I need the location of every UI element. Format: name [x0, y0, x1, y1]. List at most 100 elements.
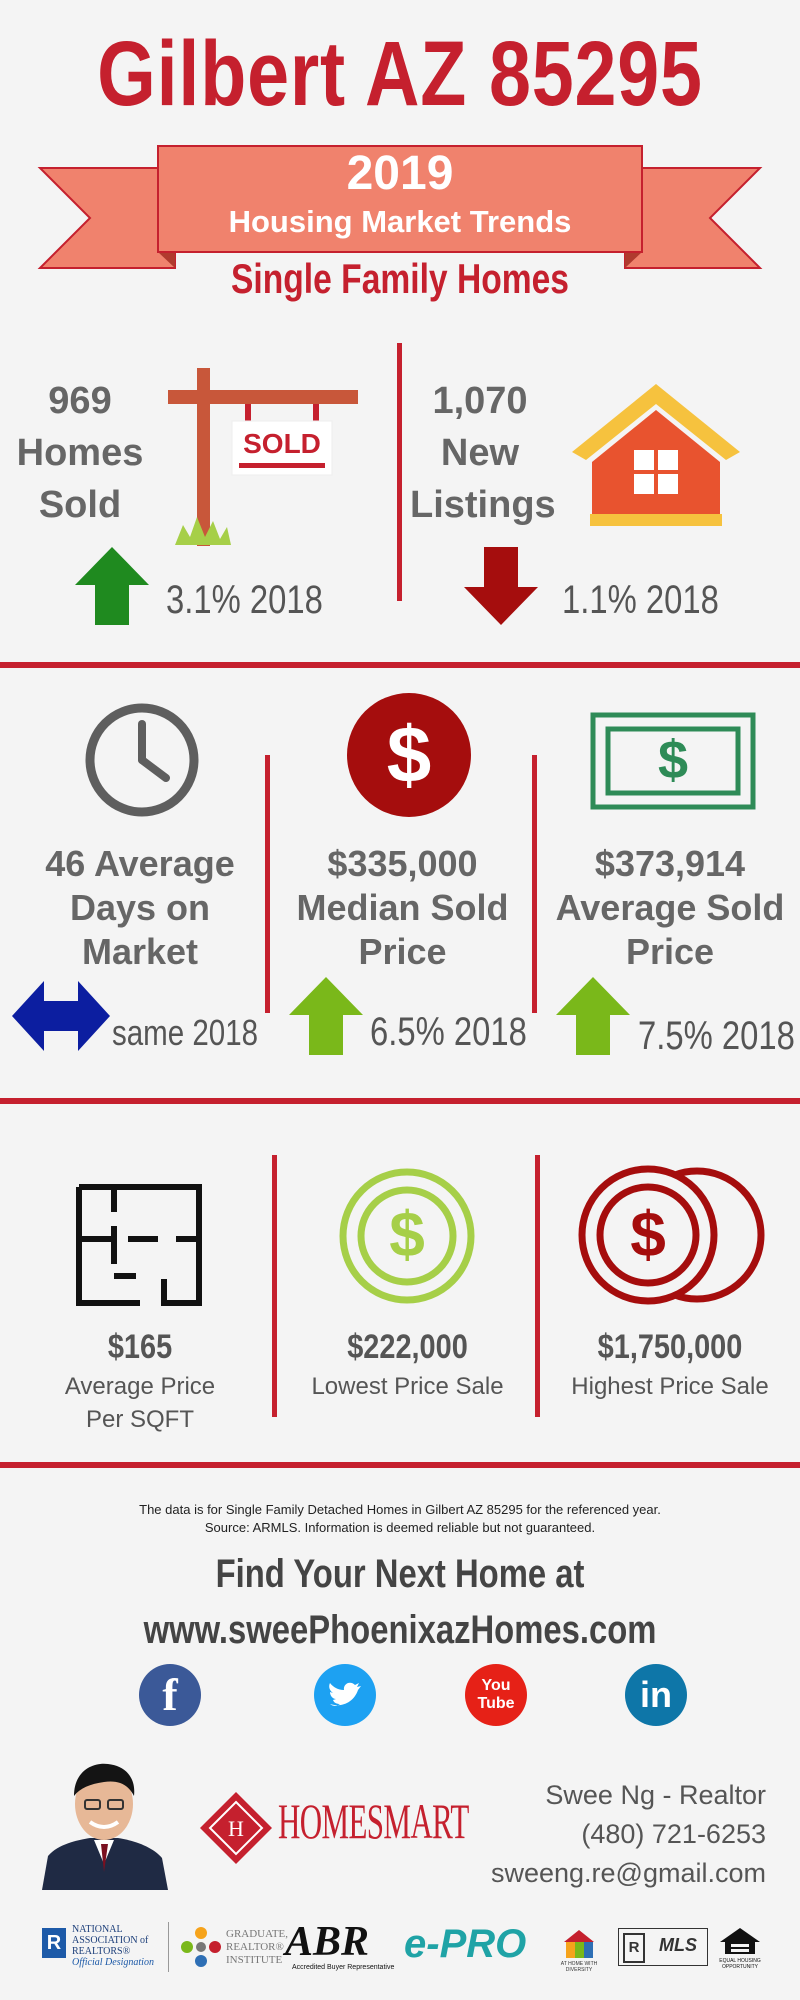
- new-listings-stat: 1,070 New Listings: [410, 375, 556, 531]
- linkedin-button[interactable]: in: [625, 1664, 687, 1726]
- average-price-label-1: Average Sold: [555, 887, 785, 928]
- sqft-label: Average Price Per SQFT: [30, 1370, 250, 1436]
- epro-logo: e-PRO: [404, 1922, 527, 1966]
- lowest-price: $222,000: [347, 1328, 468, 1366]
- youtube-icon-line-2: Tube: [477, 1695, 515, 1712]
- realtor-r-letter: R: [46, 1932, 62, 1954]
- average-price-label-2: Price: [625, 931, 715, 972]
- gri-line-1: GRADUATE,: [226, 1928, 289, 1940]
- stacked-coins-symbol: $: [630, 1198, 666, 1270]
- highest-price-label: Highest Price Sale: [571, 1373, 769, 1400]
- clock-icon: [85, 703, 199, 817]
- floor-plan-icon: [76, 1184, 202, 1306]
- realtor-r-icon: R: [42, 1928, 66, 1958]
- new-listings-label-2: Listings: [410, 484, 556, 526]
- section-divider: [0, 1462, 800, 1468]
- mls-logo: R MLS: [618, 1928, 708, 1966]
- new-listings-number: 1,070: [432, 380, 528, 422]
- days-change: same 2018: [112, 1012, 259, 1053]
- dollar-bill-icon: [590, 712, 756, 810]
- new-listings-change: 1.1% 2018: [562, 578, 719, 622]
- youtube-icon-line-1: You: [481, 1677, 511, 1694]
- cta-line-1: Find Your Next Home at: [215, 1552, 585, 1596]
- lowest-price-label: Lowest Price Sale: [311, 1373, 504, 1400]
- twitter-button[interactable]: [314, 1664, 376, 1726]
- gri-logo: GRADUATE, REALTOR® INSTITUTE: [226, 1928, 288, 1967]
- youtube-button[interactable]: You Tube: [465, 1664, 527, 1726]
- abr-subtitle: Accredited Buyer Representative: [292, 1964, 395, 1971]
- mls-r-letter: R: [628, 1939, 640, 1956]
- agent-name: Swee Ng - Realtor: [545, 1780, 766, 1810]
- homes-sold-stat: 969 Homes Sold: [10, 375, 150, 531]
- coin-outline-icon: [339, 1168, 475, 1304]
- banner-year: 2019: [346, 147, 454, 200]
- highest-price: $1,750,000: [597, 1328, 743, 1366]
- twitter-icon: [329, 1682, 361, 1706]
- mls-r-icon: R: [623, 1933, 645, 1963]
- median-price-label-1: Median Sold: [296, 887, 509, 928]
- nar-logo: NATIONAL ASSOCIATION of REALTORS® Offici…: [72, 1924, 154, 1968]
- nar-line-2: ASSOCIATION of: [72, 1935, 149, 1946]
- svg-text:H: H: [228, 1816, 244, 1841]
- nar-line-1: NATIONAL: [72, 1924, 123, 1935]
- banner-subtitle: Housing Market Trends: [228, 204, 572, 239]
- disclaimer-line-1: The data is for Single Family Detached H…: [139, 1502, 661, 1517]
- average-change: 7.5% 2018: [638, 1014, 795, 1058]
- gri-line-2: REALTOR®: [226, 1941, 284, 1953]
- homesmart-logo-text: HOMESMART: [278, 1793, 469, 1849]
- website-link[interactable]: www.sweePhoenixazHomes.com: [143, 1608, 657, 1652]
- agent-email[interactable]: sweeng.re@gmail.com: [490, 1858, 766, 1888]
- homes-sold-label-2: Sold: [38, 484, 122, 526]
- section-divider: [0, 1098, 800, 1104]
- gri-pinwheel-icon: [181, 1927, 221, 1967]
- average-price-value: $373,914: [594, 843, 746, 884]
- diversity-label: AT HOME WITH DIVERSITY: [560, 1961, 598, 1973]
- arrow-up-icon: [556, 977, 630, 1055]
- sold-sign-text: SOLD: [243, 428, 321, 459]
- median-price-value: $335,000: [327, 843, 478, 884]
- equal-housing-icon: [720, 1928, 760, 1954]
- data-disclaimer: The data is for Single Family Detached H…: [0, 1501, 800, 1537]
- median-price-stat: $335,000 Median Sold Price: [290, 842, 515, 974]
- stacked-coins-icon: [578, 1165, 765, 1305]
- facebook-button[interactable]: f: [139, 1664, 201, 1726]
- agent-contact: Swee Ng - Realtor (480) 721-6253 sweeng.…: [491, 1776, 766, 1893]
- sqft-label-2: Per SQFT: [85, 1406, 194, 1433]
- column-divider: [532, 755, 537, 1013]
- linkedin-icon: in: [640, 1674, 672, 1715]
- new-listings-label-1: New: [440, 432, 520, 474]
- coin-outline-symbol: $: [389, 1198, 425, 1270]
- ribbon-banner: [37, 145, 763, 269]
- category-label: Single Family Homes: [231, 255, 569, 302]
- equal-housing-label: EQUAL HOUSING OPPORTUNITY: [719, 1958, 761, 1970]
- homes-sold-number: 969: [48, 380, 112, 422]
- column-divider: [535, 1155, 540, 1417]
- homes-sold-change: 3.1% 2018: [166, 578, 323, 622]
- call-to-action: Find Your Next Home at www.sweePhoenixaz…: [72, 1546, 728, 1658]
- agent-photo: [38, 1752, 170, 1890]
- column-divider: [397, 343, 402, 601]
- logo-divider: [168, 1922, 169, 1972]
- mls-text: MLS: [659, 1935, 697, 1955]
- homes-sold-label-1: Homes: [16, 432, 144, 474]
- gri-line-3: INSTITUTE: [226, 1954, 283, 1966]
- nar-line-4: Official Designation: [72, 1957, 154, 1968]
- average-price-stat: $373,914 Average Sold Price: [555, 842, 785, 974]
- dollar-coin-symbol: $: [386, 710, 432, 799]
- arrow-up-icon: [75, 547, 149, 625]
- sold-sign-icon: [168, 368, 358, 546]
- disclaimer-line-2: Source: ARMLS. Information is deemed rel…: [204, 1520, 596, 1535]
- days-label-2: Days on: [69, 887, 211, 928]
- arrow-down-icon: [464, 547, 538, 625]
- days-label-1: 46 Average: [45, 843, 235, 884]
- sqft-price: $165: [107, 1328, 173, 1366]
- homesmart-logo-icon: H: [200, 1792, 272, 1864]
- sqft-label-1: Average Price: [64, 1373, 216, 1400]
- days-on-market-stat: 46 Average Days on Market: [35, 842, 245, 974]
- median-price-label-2: Price: [358, 931, 447, 972]
- column-divider: [272, 1155, 277, 1417]
- page-title: Gilbert AZ 85295: [97, 23, 703, 125]
- dollar-bill-symbol: $: [657, 730, 689, 790]
- agent-phone[interactable]: (480) 721-6253: [581, 1819, 766, 1849]
- diversity-house-icon: [564, 1930, 594, 1958]
